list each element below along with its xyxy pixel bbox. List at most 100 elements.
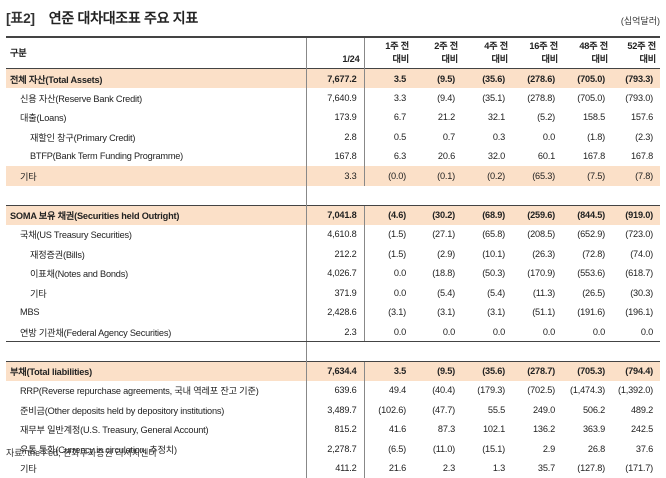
- cell-value: 0.0: [512, 322, 562, 342]
- cell-value: (794.4): [612, 361, 660, 381]
- cell-value: 3,489.7: [306, 400, 364, 420]
- cell-value: 20.6: [413, 147, 462, 167]
- cell-value: 87.3: [413, 420, 462, 440]
- cell-value: (5.2): [512, 108, 562, 128]
- cell-value: 167.8: [612, 147, 660, 167]
- cell-value: 0.0: [364, 322, 413, 342]
- cell-value: 3.5: [364, 361, 413, 381]
- cell-value: 0.0: [364, 283, 413, 303]
- cell-value: (278.7): [512, 361, 562, 381]
- cell-value: (18.8): [413, 264, 462, 284]
- cell-value: 7,677.2: [306, 69, 364, 89]
- cell-value: (68.9): [462, 205, 512, 225]
- cell-value: (179.3): [462, 381, 512, 401]
- row-label: 기타: [6, 283, 306, 303]
- cell-value: 7,640.9: [306, 88, 364, 108]
- row-gap: [6, 342, 660, 362]
- cell-value: 21.2: [413, 108, 462, 128]
- cell-value: 0.0: [462, 322, 512, 342]
- cell-value: (7.8): [612, 166, 660, 186]
- cell-value: (47.7): [413, 400, 462, 420]
- cell-value: (1,392.0): [612, 381, 660, 401]
- row-label: 기타: [6, 459, 306, 478]
- cell-value: (278.8): [512, 88, 562, 108]
- cell-value: 41.6: [364, 420, 413, 440]
- cell-value: 0.0: [612, 322, 660, 342]
- cell-value: 0.0: [364, 264, 413, 284]
- cell-value: 21.6: [364, 459, 413, 478]
- cell-value: 32.0: [462, 147, 512, 167]
- table-title: [표2]연준 대차대조표 주요 지표: [6, 8, 198, 28]
- cell-value: (0.1): [413, 166, 462, 186]
- table-row: SOMA 보유 채권(Securities held Outright)7,04…: [6, 205, 660, 225]
- cell-value: (3.1): [413, 303, 462, 323]
- cell-value: (705.0): [562, 88, 612, 108]
- row-label: 재할인 창구(Primary Credit): [6, 127, 306, 147]
- cell-value: 242.5: [612, 420, 660, 440]
- row-label: BTFP(Bank Term Funding Programme): [6, 147, 306, 167]
- cell-value: 7,041.8: [306, 205, 364, 225]
- cell-value: 363.9: [562, 420, 612, 440]
- cell-value: (15.1): [462, 439, 512, 459]
- cell-value: 0.7: [413, 127, 462, 147]
- cell-value: (208.5): [512, 225, 562, 245]
- cell-value: (65.8): [462, 225, 512, 245]
- table-row: RRP(Reverse repurchase agreements, 국내 역레…: [6, 381, 660, 401]
- cell-value: (2.3): [612, 127, 660, 147]
- cell-value: (793.0): [612, 88, 660, 108]
- cell-value: 26.8: [562, 439, 612, 459]
- row-label: 기타: [6, 166, 306, 186]
- cell-value: (40.4): [413, 381, 462, 401]
- row-label: 전체 자산(Total Assets): [6, 69, 306, 89]
- cell-value: (35.6): [462, 69, 512, 89]
- cell-value: (793.3): [612, 69, 660, 89]
- row-label: 연방 기관채(Federal Agency Securities): [6, 322, 306, 342]
- cell-value: 102.1: [462, 420, 512, 440]
- cell-value: (0.0): [364, 166, 413, 186]
- row-label: 준비금(Other deposits held by depository in…: [6, 400, 306, 420]
- cell-value: (51.1): [512, 303, 562, 323]
- cell-value: (919.0): [612, 205, 660, 225]
- cell-value: (259.6): [512, 205, 562, 225]
- cell-value: 32.1: [462, 108, 512, 128]
- cell-value: (6.5): [364, 439, 413, 459]
- table-row: 재무부 일반계정(U.S. Treasury, General Account)…: [6, 420, 660, 440]
- cell-value: (278.6): [512, 69, 562, 89]
- row-gap: [6, 186, 660, 206]
- cell-value: 173.9: [306, 108, 364, 128]
- cell-value: (723.0): [612, 225, 660, 245]
- table-row: 재정증권(Bills)212.2(1.5)(2.9)(10.1)(26.3)(7…: [6, 244, 660, 264]
- cell-value: (35.6): [462, 361, 512, 381]
- cell-value: 1.3: [462, 459, 512, 478]
- cell-value: (26.3): [512, 244, 562, 264]
- cell-value: (1,474.3): [562, 381, 612, 401]
- cell-value: 2,428.6: [306, 303, 364, 323]
- cell-value: (702.5): [512, 381, 562, 401]
- cell-value: 249.0: [512, 400, 562, 420]
- row-label: 재무부 일반계정(U.S. Treasury, General Account): [6, 420, 306, 440]
- cell-value: (652.9): [562, 225, 612, 245]
- cell-value: 639.6: [306, 381, 364, 401]
- cell-value: 371.9: [306, 283, 364, 303]
- cell-value: (170.9): [512, 264, 562, 284]
- cell-value: 2.3: [306, 322, 364, 342]
- header-label: 구분: [6, 37, 306, 69]
- cell-value: (11.0): [413, 439, 462, 459]
- cell-value: 2,278.7: [306, 439, 364, 459]
- title-row: [표2]연준 대차대조표 주요 지표 (십억달러): [6, 8, 660, 28]
- cell-value: (127.8): [562, 459, 612, 478]
- cell-value: 35.7: [512, 459, 562, 478]
- cell-value: 3.5: [364, 69, 413, 89]
- cell-value: (844.5): [562, 205, 612, 225]
- cell-value: (35.1): [462, 88, 512, 108]
- row-label: RRP(Reverse repurchase agreements, 국내 역레…: [6, 381, 306, 401]
